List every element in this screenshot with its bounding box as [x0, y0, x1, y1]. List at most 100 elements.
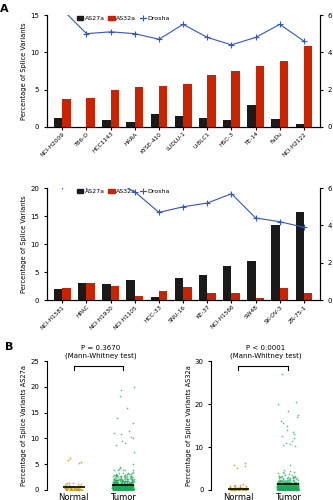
Point — [131, 477, 137, 485]
Point — [117, 476, 122, 484]
Point — [286, 486, 291, 494]
Point — [113, 482, 118, 490]
Point — [285, 486, 290, 494]
Point — [281, 485, 286, 493]
Point — [129, 484, 134, 492]
Point — [286, 482, 292, 490]
Point — [292, 483, 297, 491]
Point — [119, 478, 124, 486]
Point — [121, 484, 126, 492]
Bar — [78, 284, 87, 300]
Point — [285, 422, 290, 430]
Point — [130, 484, 135, 492]
Point — [120, 482, 125, 490]
Point — [282, 482, 288, 490]
Point — [118, 463, 123, 471]
Point — [126, 483, 131, 491]
Point — [285, 485, 290, 493]
Point — [287, 486, 292, 494]
Point — [131, 484, 136, 492]
Point — [278, 484, 283, 492]
Point — [278, 480, 283, 488]
Point — [280, 486, 285, 494]
Point — [117, 485, 123, 493]
Legend: AS27a, AS32a, Drosha: AS27a, AS32a, Drosha — [77, 189, 170, 194]
Point — [120, 476, 125, 484]
Point — [122, 484, 127, 492]
Point — [121, 480, 127, 488]
Point — [289, 485, 294, 493]
Point — [280, 484, 285, 492]
Point — [114, 482, 119, 490]
Point — [285, 484, 291, 492]
Point — [227, 482, 232, 490]
Point — [120, 482, 125, 490]
Point — [285, 481, 291, 489]
Point — [285, 484, 290, 492]
Point — [125, 485, 131, 493]
Point — [279, 484, 284, 492]
Point — [69, 485, 74, 493]
Point — [131, 383, 136, 391]
Point — [231, 461, 237, 469]
Point — [113, 484, 118, 492]
Point — [112, 484, 117, 492]
Point — [295, 484, 301, 492]
Bar — [280, 288, 288, 300]
Point — [118, 486, 123, 494]
Point — [294, 484, 300, 492]
Point — [115, 484, 121, 492]
Point — [124, 477, 129, 485]
Point — [293, 485, 298, 493]
Point — [293, 485, 299, 493]
Point — [235, 485, 241, 493]
Point — [72, 484, 77, 492]
Point — [111, 482, 116, 490]
Point — [121, 481, 126, 489]
Point — [123, 478, 128, 486]
Point — [287, 486, 293, 494]
Point — [112, 486, 117, 494]
Point — [118, 484, 124, 492]
Point — [79, 458, 84, 466]
Point — [290, 482, 295, 490]
Point — [123, 480, 128, 488]
Point — [113, 478, 118, 486]
Point — [278, 485, 283, 493]
Point — [115, 478, 120, 486]
Point — [295, 484, 300, 492]
Point — [117, 486, 122, 494]
Point — [288, 482, 293, 490]
Point — [281, 482, 286, 490]
Point — [287, 485, 293, 493]
Point — [276, 486, 282, 494]
Point — [125, 482, 131, 490]
Point — [63, 484, 69, 492]
Point — [112, 481, 118, 489]
Point — [282, 484, 287, 492]
Point — [284, 481, 290, 489]
Point — [275, 485, 281, 493]
Point — [294, 398, 299, 406]
Point — [286, 484, 292, 492]
Point — [119, 476, 124, 484]
Point — [276, 482, 281, 490]
Point — [121, 482, 127, 490]
Point — [291, 486, 297, 494]
Point — [114, 483, 119, 491]
Point — [279, 486, 285, 494]
Point — [285, 484, 290, 492]
Y-axis label: Percentage of Splice Variants: Percentage of Splice Variants — [21, 196, 27, 293]
Point — [112, 480, 117, 488]
Point — [130, 460, 135, 468]
Point — [110, 483, 115, 491]
Point — [117, 486, 122, 494]
Point — [112, 478, 117, 486]
Point — [276, 482, 281, 490]
Point — [295, 483, 300, 491]
Point — [294, 413, 299, 421]
Point — [285, 481, 290, 489]
Point — [115, 486, 120, 494]
Point — [288, 485, 293, 493]
Point — [291, 480, 296, 488]
